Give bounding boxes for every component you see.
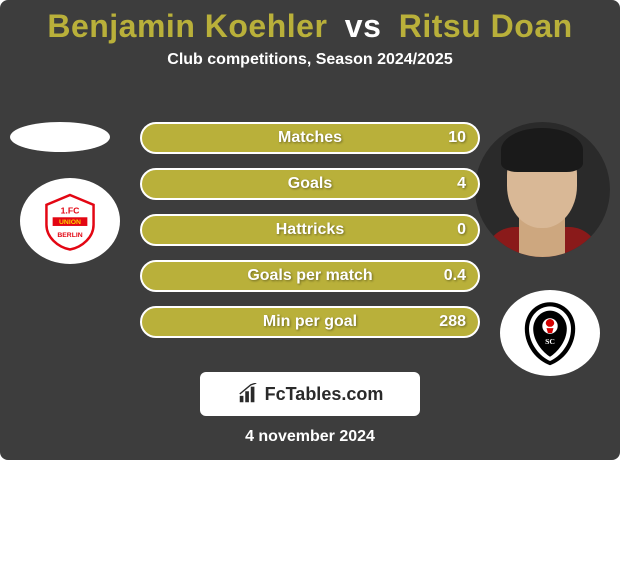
card-subtitle: Club competitions, Season 2024/2025 (0, 51, 620, 69)
stat-row-matches: Matches 10 (140, 122, 480, 154)
player2-club-badge: SC (500, 290, 600, 376)
player1-name: Benjamin Koehler (47, 8, 327, 44)
sc-freiburg-icon: SC (515, 298, 585, 368)
stat-value: 0.4 (444, 267, 466, 285)
stat-value: 288 (439, 313, 466, 331)
stat-label: Hattricks (276, 221, 344, 239)
card-date: 4 november 2024 (0, 428, 620, 446)
player1-club-badge: 1.FC UNION BERLIN (20, 178, 120, 264)
svg-text:1.FC: 1.FC (61, 206, 81, 216)
stats-area: Matches 10 Goals 4 Hattricks 0 Goals per… (140, 122, 480, 352)
stat-label: Goals (288, 175, 332, 193)
player1-photo-placeholder (10, 122, 110, 152)
stat-value: 4 (457, 175, 466, 193)
comparison-card: Benjamin Koehler vs Ritsu Doan Club comp… (0, 0, 620, 460)
vs-label: vs (345, 8, 382, 44)
stat-label: Matches (278, 129, 342, 147)
svg-text:SC: SC (545, 337, 555, 346)
player2-name: Ritsu Doan (399, 8, 573, 44)
union-berlin-icon: 1.FC UNION BERLIN (39, 190, 101, 252)
stat-value: 10 (448, 129, 466, 147)
watermark: FcTables.com (200, 372, 420, 416)
player2-hair (501, 128, 583, 172)
card-title: Benjamin Koehler vs Ritsu Doan (0, 0, 620, 45)
stat-row-min-per-goal: Min per goal 288 (140, 306, 480, 338)
player2-photo (475, 122, 610, 257)
stat-row-hattricks: Hattricks 0 (140, 214, 480, 246)
bar-chart-icon (237, 383, 259, 405)
watermark-text: FcTables.com (265, 384, 384, 405)
stat-value: 0 (457, 221, 466, 239)
stat-row-goals-per-match: Goals per match 0.4 (140, 260, 480, 292)
stat-label: Goals per match (247, 267, 372, 285)
stat-label: Min per goal (263, 313, 357, 331)
svg-text:BERLIN: BERLIN (57, 232, 82, 239)
stat-row-goals: Goals 4 (140, 168, 480, 200)
svg-text:UNION: UNION (59, 219, 81, 226)
